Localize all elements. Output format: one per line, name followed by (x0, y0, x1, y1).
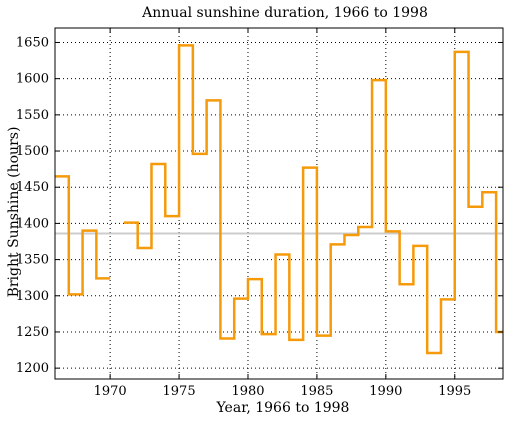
x-tick-label: 1975 (163, 384, 196, 399)
x-tick-label: 1980 (231, 384, 264, 399)
x-axis-label: Year, 1966 to 1998 (216, 400, 350, 416)
x-tick-label: 1970 (94, 384, 127, 399)
y-tick-label: 1500 (16, 144, 49, 159)
ticks: 1970 1975 1980 1985 1990 1995 1200 1250 1300 1350… (16, 28, 503, 399)
y-tick-label: 1650 (16, 35, 49, 50)
y-tick-label: 1450 (16, 180, 49, 195)
sunshine-series-line (55, 44, 503, 355)
chart-title: Annual sunshine duration, 1966 to 1998 (141, 5, 428, 21)
y-tick-label: 1550 (16, 108, 49, 123)
x-tick-label: 1995 (438, 384, 471, 399)
y-tick-label: 1200 (16, 361, 49, 376)
y-tick-label: 1250 (16, 325, 49, 340)
grid (55, 28, 503, 379)
y-tick-label: 1350 (16, 253, 49, 268)
y-tick-label: 1400 (16, 216, 49, 231)
y-axis-label: Bright Sunshine (hours) (6, 127, 22, 298)
x-tick-label: 1990 (369, 384, 402, 399)
y-tick-label: 1300 (16, 289, 49, 304)
data-series (55, 44, 503, 355)
x-tick-label: 1985 (300, 384, 333, 399)
plot-frame (54, 27, 504, 380)
y-tick-label: 1600 (16, 72, 49, 87)
